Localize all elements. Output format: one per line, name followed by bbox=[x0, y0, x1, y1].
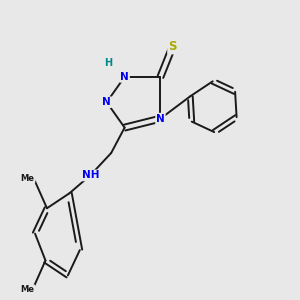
Text: H: H bbox=[104, 58, 112, 68]
Text: N: N bbox=[156, 114, 165, 124]
Text: Me: Me bbox=[21, 285, 34, 294]
Text: N: N bbox=[102, 97, 111, 107]
Text: Me: Me bbox=[21, 174, 34, 183]
Text: S: S bbox=[168, 40, 177, 53]
Text: NH: NH bbox=[82, 170, 99, 180]
Text: N: N bbox=[120, 72, 129, 82]
